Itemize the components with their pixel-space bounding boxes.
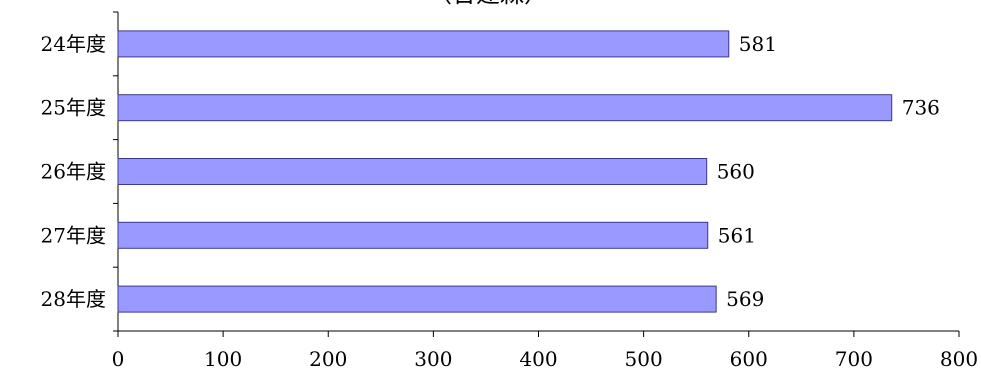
bar <box>117 221 709 249</box>
data-labels: 581 736 560 561 569 <box>717 32 940 311</box>
bar <box>117 30 730 58</box>
x-tick-label: 100 <box>204 347 242 371</box>
data-label: 560 <box>717 160 755 184</box>
chart-title-group: （合建森） <box>428 0 548 8</box>
x-tick-label: 600 <box>730 347 768 371</box>
x-tick-label: 800 <box>940 347 978 371</box>
category-label: 25年度 <box>41 96 106 120</box>
data-label: 736 <box>902 96 940 120</box>
category-label: 27年度 <box>41 223 106 247</box>
data-label: 581 <box>739 32 777 56</box>
x-tick-label: 700 <box>835 347 873 371</box>
x-tick-label: 200 <box>309 347 347 371</box>
x-tick-label: 0 <box>112 347 125 371</box>
x-tick-label: 500 <box>625 347 663 371</box>
category-label: 26年度 <box>41 160 106 184</box>
bar <box>117 94 893 122</box>
x-tick-label: 400 <box>519 347 557 371</box>
data-label: 569 <box>726 287 764 311</box>
chart-title: （合建森） <box>428 0 548 8</box>
x-tick-label: 300 <box>414 347 452 371</box>
x-tick-labels: 0 100 200 300 400 500 600 700 800 <box>112 347 978 371</box>
bar <box>117 158 708 185</box>
category-labels: 24年度 25年度 26年度 27年度 28年度 <box>41 32 106 311</box>
data-label: 561 <box>718 223 756 247</box>
bars-group <box>117 30 893 313</box>
bar <box>117 285 717 313</box>
category-label: 24年度 <box>41 32 106 56</box>
category-label: 28年度 <box>41 287 106 311</box>
